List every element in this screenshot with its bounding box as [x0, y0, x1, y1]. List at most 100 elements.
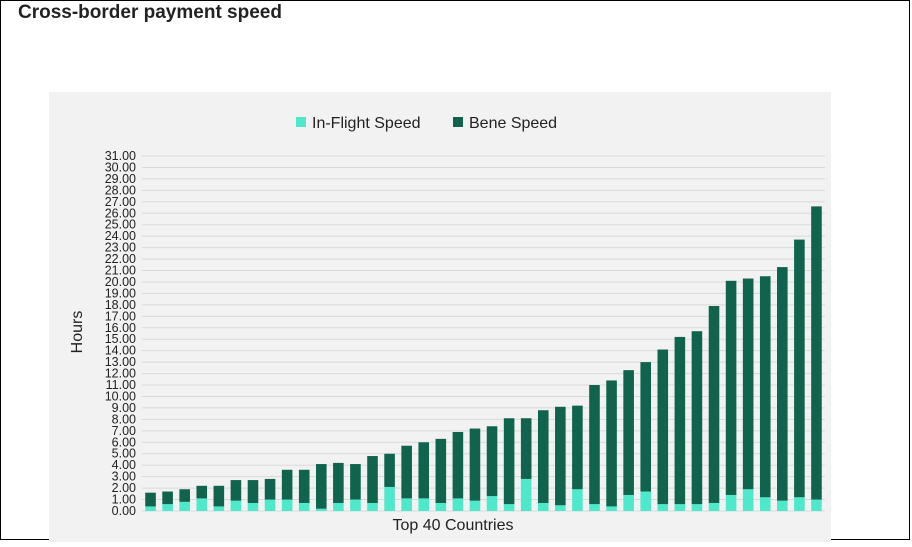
- bar-in-flight-17: [418, 498, 430, 511]
- y-tick-label: 25.00: [105, 218, 136, 232]
- y-tick-label: 20.00: [105, 275, 136, 289]
- bar-in-flight-35: [725, 494, 737, 511]
- y-tick-label: 7.00: [112, 424, 136, 438]
- bar-in-flight-2: [162, 504, 173, 511]
- bar-in-flight-20: [469, 500, 481, 511]
- y-tick-label: 24.00: [105, 229, 136, 243]
- bar-bene-17: [418, 442, 430, 499]
- bar-bene-19: [452, 431, 464, 499]
- y-tick-label: 29.00: [105, 172, 136, 186]
- stacked-bar-chart: 0.001.002.003.004.005.006.007.008.009.00…: [69, 115, 825, 534]
- bar-bene-16: [401, 445, 412, 499]
- bar-in-flight-39: [794, 497, 805, 511]
- legend-swatch-bene: [453, 117, 463, 127]
- bar-bene-14: [367, 456, 378, 503]
- y-tick-label: 5.00: [112, 447, 136, 461]
- y-tick-label: 26.00: [105, 206, 136, 220]
- bar-in-flight-21: [486, 496, 498, 511]
- bar-in-flight-29: [623, 494, 634, 511]
- bar-in-flight-1: [145, 506, 156, 511]
- bar-bene-9: [281, 469, 293, 500]
- bar-bene-39: [794, 239, 805, 498]
- bar-in-flight-32: [674, 504, 686, 511]
- bar-in-flight-25: [555, 505, 566, 511]
- bar-bene-12: [333, 462, 344, 503]
- gridlines: [142, 155, 825, 512]
- bar-in-flight-7: [247, 502, 259, 511]
- bar-bene-27: [589, 385, 600, 505]
- page-title: Cross-border payment speed: [18, 2, 282, 23]
- legend: In-Flight Speed Bene Speed: [296, 115, 557, 132]
- y-tick-label: 11.00: [106, 378, 136, 392]
- legend-label-in-flight: In-Flight Speed: [312, 115, 421, 132]
- y-tick-label: 15.00: [105, 332, 136, 346]
- bar-bene-30: [640, 362, 652, 492]
- y-tick-label: 30.00: [105, 160, 136, 174]
- y-tick-label: 12.00: [105, 367, 136, 381]
- y-tick-label: 1.00: [112, 493, 136, 507]
- bar-bene-8: [264, 478, 276, 500]
- y-tick-label: 31.00: [105, 149, 136, 163]
- bar-in-flight-23: [520, 478, 532, 511]
- bar-in-flight-13: [350, 499, 361, 511]
- bar-in-flight-33: [691, 504, 703, 511]
- bar-bene-37: [759, 276, 771, 498]
- bar-bene-25: [555, 406, 566, 506]
- bar-in-flight-16: [401, 498, 412, 511]
- y-tick-label: 23.00: [105, 241, 136, 255]
- bar-in-flight-15: [384, 486, 395, 511]
- bar-in-flight-34: [708, 502, 720, 511]
- y-tick-label: 19.00: [105, 286, 136, 300]
- bar-in-flight-30: [640, 491, 652, 511]
- bar-bene-11: [315, 464, 327, 509]
- y-tick-label: 0.00: [112, 504, 136, 518]
- y-tick-label: 8.00: [112, 412, 136, 426]
- y-axis-label: Hours: [69, 311, 86, 354]
- bar-bene-21: [486, 426, 498, 497]
- y-tick-label: 3.00: [112, 470, 136, 484]
- bar-bene-26: [572, 405, 583, 490]
- bar-bene-15: [384, 453, 395, 487]
- bar-bene-20: [469, 428, 481, 501]
- bar-in-flight-5: [213, 506, 225, 511]
- y-tick-label: 6.00: [112, 435, 136, 449]
- bars: [145, 206, 822, 511]
- bar-bene-38: [777, 267, 788, 501]
- y-tick-label: 27.00: [105, 195, 136, 209]
- bar-bene-5: [213, 485, 225, 507]
- y-tick-label: 21.00: [105, 264, 136, 278]
- bar-bene-1: [145, 492, 156, 507]
- bar-bene-32: [674, 336, 686, 505]
- bar-in-flight-6: [230, 500, 242, 511]
- bar-in-flight-18: [435, 502, 447, 511]
- bar-bene-23: [520, 418, 532, 479]
- bar-in-flight-10: [298, 502, 310, 511]
- bar-in-flight-38: [777, 500, 788, 511]
- bar-in-flight-31: [657, 504, 669, 511]
- bar-bene-7: [247, 480, 259, 503]
- bar-in-flight-4: [196, 498, 208, 511]
- bar-bene-40: [811, 206, 822, 500]
- bar-bene-24: [537, 410, 549, 503]
- bar-bene-10: [298, 469, 310, 503]
- bar-bene-18: [435, 438, 447, 503]
- bar-bene-31: [657, 349, 669, 505]
- bar-in-flight-14: [367, 502, 378, 511]
- legend-swatch-in-flight: [296, 117, 306, 127]
- legend-label-bene: Bene Speed: [469, 115, 557, 132]
- bar-bene-3: [179, 489, 190, 502]
- bar-bene-34: [708, 306, 720, 503]
- bar-in-flight-28: [606, 506, 617, 511]
- bar-bene-35: [725, 280, 737, 495]
- bar-in-flight-22: [503, 504, 515, 511]
- bar-in-flight-24: [537, 502, 549, 511]
- y-tick-label: 22.00: [105, 252, 136, 266]
- bar-bene-6: [230, 480, 242, 501]
- bar-in-flight-19: [452, 498, 464, 511]
- y-tick-label: 17.00: [105, 309, 136, 323]
- bar-in-flight-40: [811, 499, 822, 511]
- y-tick-label: 4.00: [112, 458, 136, 472]
- bar-bene-22: [503, 418, 515, 505]
- bar-bene-33: [691, 331, 703, 505]
- y-tick-label: 2.00: [112, 481, 136, 495]
